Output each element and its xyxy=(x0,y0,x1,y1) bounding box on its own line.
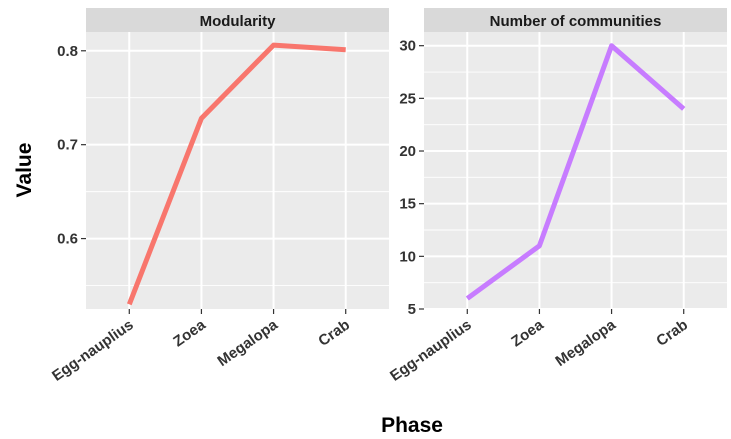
y-axis-title: Value xyxy=(13,143,36,198)
panel-2: Number of communities 5 10 15 20 25 30 Egg-naup… xyxy=(387,8,727,385)
x-tick-label: Egg-nauplius xyxy=(387,316,475,384)
series-line xyxy=(126,42,346,306)
y-tick-label: 0.6 xyxy=(57,231,78,248)
x-tick-label: Megalopa xyxy=(552,316,619,370)
x-tick-label: Crab xyxy=(653,316,691,350)
x-tick-label: Megalopa xyxy=(214,316,281,370)
panel-1: Modularity 0.6 0.7 0.8 Egg-nauplius Zoea Megal… xyxy=(49,8,389,385)
y-tick-label: 20 xyxy=(399,143,416,160)
y-tick-label: 25 xyxy=(399,90,416,107)
plot-background xyxy=(424,32,727,309)
x-tick-label: Zoea xyxy=(508,316,547,350)
y-tick-label: 10 xyxy=(399,248,416,265)
panel-title: Number of communities xyxy=(490,13,662,30)
y-tick-label: 15 xyxy=(399,196,416,213)
y-tick-label: 0.8 xyxy=(57,43,78,60)
x-tick-label: Zoea xyxy=(170,316,209,350)
panel-strip xyxy=(424,8,727,32)
y-tick-label: 0.7 xyxy=(57,137,78,154)
panel-strip xyxy=(86,8,389,32)
x-tick-label: Egg-nauplius xyxy=(49,316,137,384)
panel-title: Modularity xyxy=(200,13,276,30)
x-axis-title: Phase xyxy=(381,414,443,437)
y-tick-label: 30 xyxy=(399,38,416,55)
y-tick-label: 5 xyxy=(408,301,416,318)
plot-background xyxy=(86,32,389,309)
x-tick-label: Crab xyxy=(315,316,353,350)
series-line xyxy=(465,43,686,301)
